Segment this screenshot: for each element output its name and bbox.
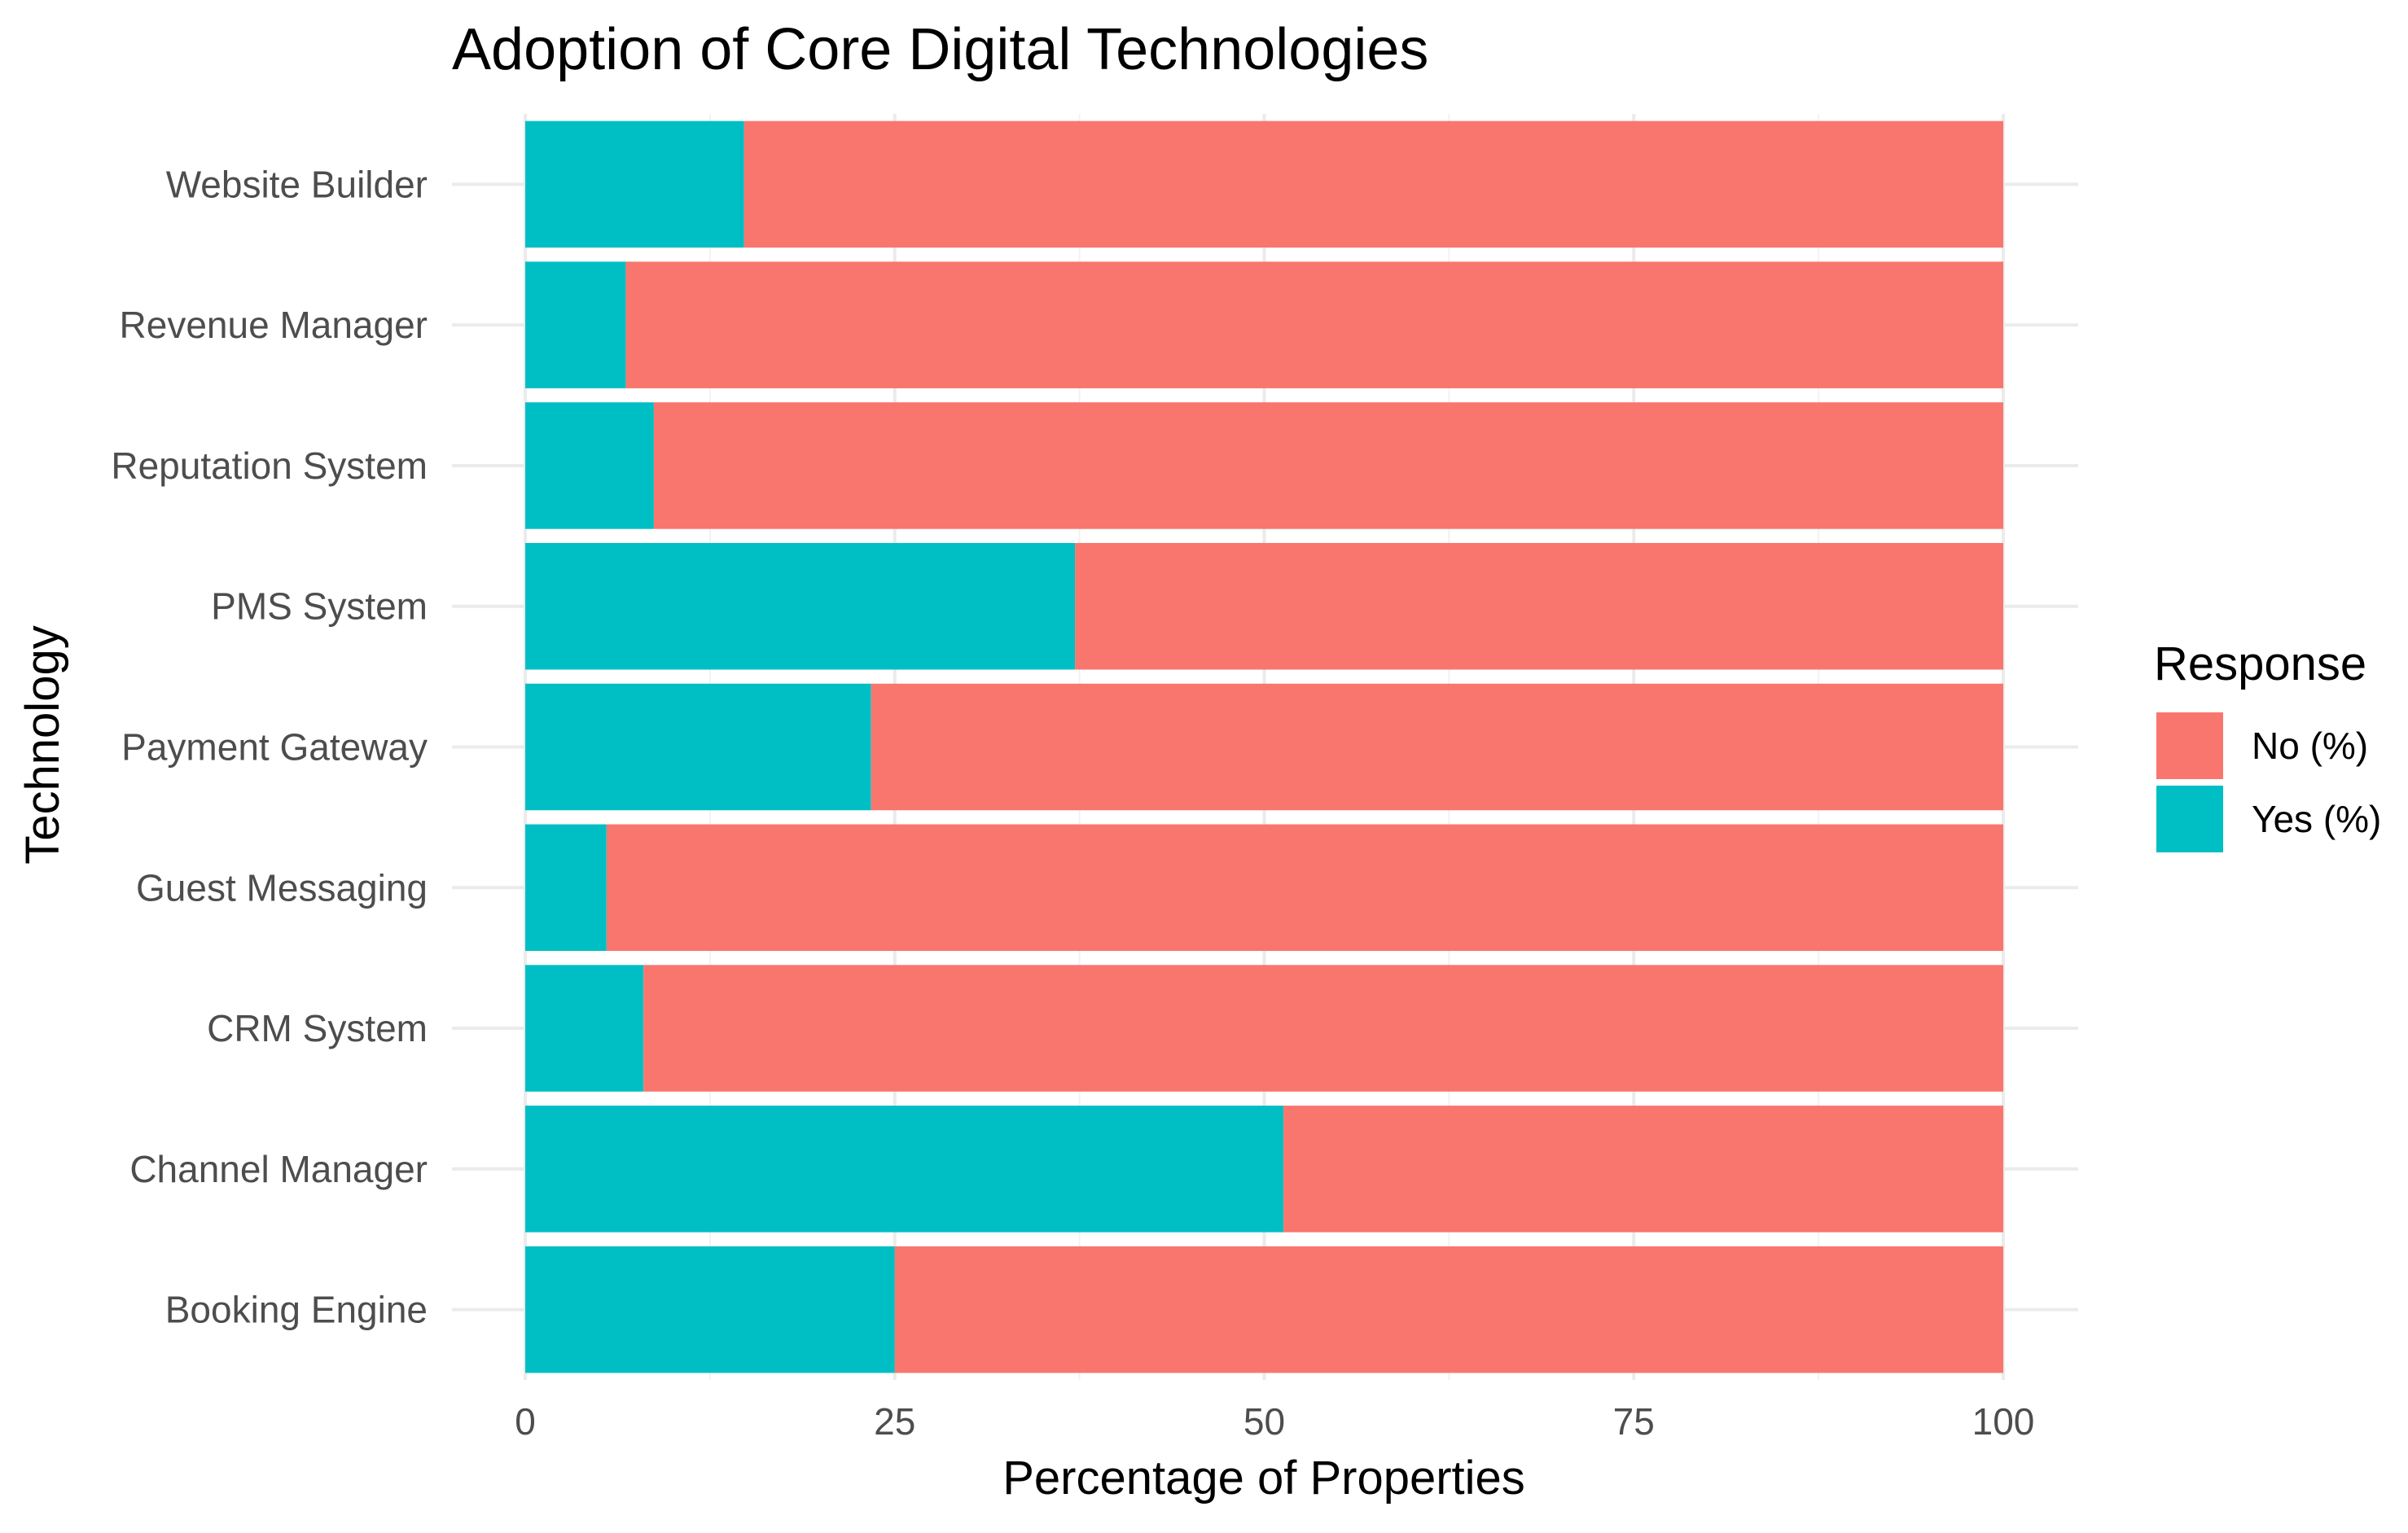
y-tick-label: Payment Gateway (121, 726, 428, 769)
bar-no-booking-engine (894, 1246, 2003, 1373)
bars (525, 120, 2004, 1373)
bar-yes-reputation-system (525, 402, 654, 529)
legend-title: Response (2154, 637, 2366, 690)
bar-no-pms-system (1075, 542, 2003, 670)
bar-no-guest-messaging (606, 824, 2004, 952)
legend-key-no (2156, 712, 2223, 779)
legend-key-yes (2156, 786, 2223, 852)
y-tick-label: Booking Engine (165, 1289, 428, 1331)
bar-no-channel-manager (1283, 1106, 2003, 1233)
bar-yes-pms-system (525, 542, 1076, 670)
bar-no-payment-gateway (871, 683, 2003, 811)
x-tick-label: 100 (1972, 1400, 2035, 1443)
x-axis-title: Percentage of Properties (1002, 1452, 1525, 1505)
x-tick-label: 75 (1613, 1400, 1655, 1443)
y-axis-title: Technology (16, 625, 69, 864)
y-tick-labels: Booking Engine Channel Manager CRM System G… (111, 163, 428, 1330)
y-tick-label: Guest Messaging (136, 866, 428, 909)
bar-yes-revenue-manager (525, 261, 626, 388)
bar-no-crm-system (643, 965, 2004, 1092)
y-tick-label: Revenue Manager (120, 304, 428, 346)
x-tick-labels: 0 25 50 75 100 (515, 1400, 2034, 1443)
bar-no-reputation-system (653, 402, 2003, 529)
y-tick-label: Reputation System (111, 445, 428, 487)
y-tick-label: CRM System (207, 1007, 428, 1049)
x-tick-label: 25 (874, 1400, 915, 1443)
legend: Response No (%) Yes (%) (2154, 637, 2381, 852)
bar-yes-crm-system (525, 965, 644, 1092)
bar-yes-payment-gateway (525, 683, 871, 811)
y-tick-label: Channel Manager (129, 1148, 428, 1190)
legend-label: Yes (%) (2252, 798, 2381, 840)
chart-title: Adoption of Core Digital Technologies (452, 17, 1428, 82)
x-tick-label: 0 (515, 1400, 536, 1443)
bar-yes-guest-messaging (525, 824, 607, 952)
legend-label: No (%) (2252, 725, 2368, 767)
x-tick-label: 50 (1243, 1400, 1285, 1443)
bar-yes-channel-manager (525, 1106, 1284, 1233)
y-tick-label: Website Builder (166, 163, 428, 205)
bar-no-revenue-manager (625, 261, 2004, 388)
bar-yes-website-builder (525, 120, 744, 248)
bar-yes-booking-engine (525, 1246, 895, 1373)
bar-no-website-builder (743, 120, 2003, 248)
y-tick-label: PMS System (211, 585, 428, 628)
